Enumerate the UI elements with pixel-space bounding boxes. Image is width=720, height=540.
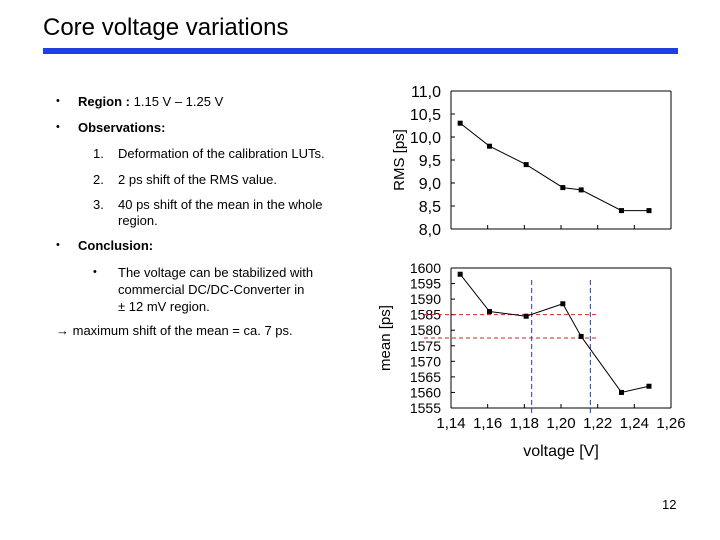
data-point-mean xyxy=(646,383,652,389)
y-tick-label: 10,5 xyxy=(410,107,441,124)
x-tick-label: 1,26 xyxy=(656,415,685,432)
y-tick-label: 1565 xyxy=(410,369,441,385)
data-point-mean xyxy=(523,313,529,319)
y-axis-label: mean [ps] xyxy=(377,305,394,371)
observations-label: Observations: xyxy=(78,120,166,135)
y-tick-label: 11,0 xyxy=(411,84,441,101)
slide-title: Core voltage variations xyxy=(43,14,289,41)
y-tick-label: 1595 xyxy=(410,276,441,292)
y-tick-label: 9,5 xyxy=(419,153,441,170)
x-tick-label: 1,16 xyxy=(473,415,502,432)
y-tick-label: 1590 xyxy=(410,291,441,307)
bullet-icon: • xyxy=(56,121,60,133)
bullet-icon: • xyxy=(93,266,97,278)
region-line: Region : 1.15 V – 1.25 V xyxy=(78,93,223,110)
observation-text-line: region. xyxy=(118,213,158,228)
observation-text: 2 ps shift of the RMS value. xyxy=(118,172,277,187)
data-point-mean xyxy=(487,309,492,315)
observation-number: 3. xyxy=(93,197,104,212)
data-point-rms xyxy=(487,143,492,149)
conclusion-label: Conclusion: xyxy=(78,238,154,253)
x-tick-label: 1,24 xyxy=(620,415,649,432)
page-number: 12 xyxy=(662,497,677,512)
observation-text: Deformation of the calibration LUTs. xyxy=(118,146,325,161)
y-tick-label: 1600 xyxy=(410,260,441,276)
bullet-icon: • xyxy=(56,239,60,251)
data-point-rms xyxy=(646,208,652,214)
data-point-mean xyxy=(619,389,624,395)
conclusion-text-line: The voltage can be stabilized with xyxy=(118,265,314,280)
x-tick-label: 1,18 xyxy=(510,415,539,432)
data-point-rms xyxy=(619,208,624,214)
y-tick-label: 8,0 xyxy=(419,222,441,239)
y-tick-label: 1580 xyxy=(410,322,441,338)
x-tick-label: 1,20 xyxy=(546,415,575,432)
data-point-rms xyxy=(523,162,529,168)
x-tick-label: 1,22 xyxy=(583,415,612,432)
y-tick-label: 10,0 xyxy=(410,130,441,147)
observation-text-line: 40 ps shift of the mean in the whole xyxy=(118,197,323,212)
y-tick-label: 1555 xyxy=(410,400,441,416)
observation-number: 1. xyxy=(93,146,104,161)
data-point-rms xyxy=(560,185,566,191)
y-axis-label: RMS [ps] xyxy=(391,129,408,191)
y-tick-label: 9,0 xyxy=(419,176,441,193)
observation-number: 2. xyxy=(93,172,104,187)
region-value: 1.15 V – 1.25 V xyxy=(133,94,224,109)
conclusion-text-line: ± 12 mV region. xyxy=(118,299,210,314)
bullet-icon: • xyxy=(56,95,60,107)
x-tick-label: 1,14 xyxy=(436,415,465,432)
series-line-rms xyxy=(459,122,649,212)
title-underline-bar xyxy=(43,48,678,54)
result-line: → maximum shift of the mean = ca. 7 ps. xyxy=(56,322,293,339)
y-tick-label: 1560 xyxy=(410,384,441,400)
y-tick-label: 8,5 xyxy=(419,199,441,216)
region-label: Region : xyxy=(78,94,130,109)
y-tick-label: 1570 xyxy=(410,353,441,369)
conclusion-text-line: commercial DC/DC-Converter in xyxy=(118,282,305,297)
x-axis-label: voltage [V] xyxy=(523,443,599,460)
y-tick-label: 1575 xyxy=(410,338,441,354)
arrow-right-icon: → xyxy=(56,323,69,338)
data-point-mean xyxy=(560,301,566,307)
data-point-mean xyxy=(457,271,463,277)
data-point-rms xyxy=(578,187,584,193)
series-line-mean xyxy=(459,273,650,394)
result-text: maximum shift of the mean = ca. 7 ps. xyxy=(72,323,293,338)
data-point-rms xyxy=(457,120,463,126)
data-point-mean xyxy=(578,333,584,339)
